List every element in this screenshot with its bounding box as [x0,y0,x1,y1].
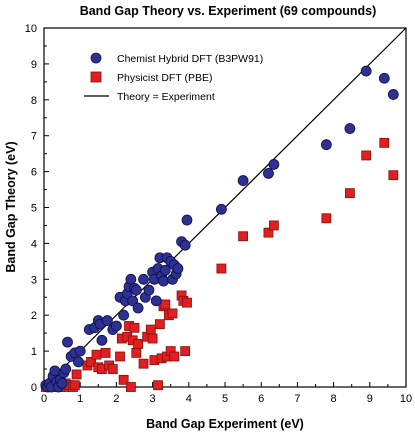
hybrid-data-point [360,65,372,77]
pbe-data-point [321,213,332,224]
x-tick-label: 3 [150,393,156,405]
hybrid-data-point [150,295,162,307]
pbe-data-point [131,347,142,358]
legend: Chemist Hybrid DFT (B3PW91) Physicist DF… [84,52,263,103]
pbe-data-point [129,322,140,333]
y-tick-label: 10 [25,23,37,35]
pbe-data-point [238,231,249,242]
hybrid-data-point [127,295,139,307]
hybrid-data-point [158,275,169,287]
hybrid-data-point [179,239,191,251]
pbe-data-point [115,351,125,362]
hybrid-data-point [132,302,144,314]
hybrid-data-point [263,167,274,179]
y-axis-label: Band Gap Theory (eV) [4,141,18,272]
y-tick-label: 9 [31,59,37,71]
hybrid-data-point [143,284,155,296]
hybrid-data-point [387,89,399,100]
x-tick-label: 9 [367,393,373,405]
pbe-data-point [145,324,156,335]
x-tick-label: 2 [113,393,119,405]
pbe-data-point [154,319,165,330]
pbe-data-point [69,380,80,391]
pbe-data-point [71,369,82,380]
pbe-data-point [138,358,149,369]
hybrid-data-point [268,159,280,170]
x-tick-label: 10 [400,393,412,405]
hybrid-data-point [138,273,149,285]
x-tick-label: 0 [41,393,47,405]
pbe-data-point [263,227,274,238]
hybrid-data-point [320,139,332,151]
hybrid-data-point [181,214,193,226]
y-tick-label: 4 [31,238,37,250]
axis-tick-labels: 0 1 2 3 4 5 6 7 8 9 10 0 1 2 3 4 5 6 7 8 9 10 [25,23,412,405]
hybrid-data-point [96,334,108,346]
pbe-data-point [153,380,163,391]
hybrid-data-point [378,72,390,84]
x-tick-label: 4 [186,393,192,405]
pbe-data-point [169,351,180,362]
hybrid-data-point [72,356,84,368]
hybrid-data-point [60,363,72,375]
pbe-data-point [107,364,118,374]
legend-hybrid-label: Chemist Hybrid DFT (B3PW91) [117,53,263,65]
y-tick-label: 6 [31,167,37,179]
hybrid-data-point [130,284,142,296]
y-tick-label: 7 [31,131,37,143]
hybrid-data-point [101,315,113,326]
pbe-data-point [388,170,399,181]
pbe-data-point [91,349,102,360]
pbe-data-point [216,263,227,274]
legend-hybrid-marker [90,52,102,64]
pbe-data-point [147,333,158,344]
series-chemist-hybrid-dft [40,65,399,393]
legend-pbe-label: Physicist DFT (PBE) [117,72,212,84]
x-tick-label: 5 [222,393,228,405]
hybrid-data-point [49,365,61,377]
hybrid-data-point [56,378,68,389]
hybrid-data-point [118,309,130,321]
hybrid-data-point [344,123,356,134]
hybrid-data-point [111,320,122,332]
hybrid-data-point [172,263,184,274]
y-tick-label: 3 [31,274,37,286]
series-physicist-dft-pbe [40,137,399,392]
hybrid-data-point [62,336,73,348]
pbe-data-point [361,150,372,161]
pbe-data-point [133,339,144,349]
hybrid-data-point [159,264,171,276]
pbe-data-point [344,188,355,199]
y-tick-label: 2 [31,310,37,322]
x-tick-label: 6 [258,393,264,405]
pbe-data-point [180,346,191,357]
x-tick-label: 1 [77,393,83,405]
pbe-data-point [118,374,129,385]
pbe-data-point [160,299,171,310]
y-tick-label: 8 [31,95,37,107]
hybrid-data-point [125,273,137,285]
pbe-data-point [268,220,279,231]
pbe-data-point [86,356,96,367]
hybrid-data-point [74,345,86,357]
chart-title: Band Gap Theory vs. Experiment (69 compo… [80,4,377,18]
pbe-data-point [100,347,111,358]
legend-pbe-marker [90,71,102,83]
y-tick-label: 5 [31,203,37,215]
hybrid-data-point [215,203,227,215]
y-tick-label: 1 [31,346,37,358]
pbe-data-point [125,382,136,392]
x-axis-label: Band Gap Experiment (eV) [146,417,304,431]
legend-line-label: Theory = Experiment [117,91,215,103]
pbe-data-point [167,308,178,319]
pbe-data-point [182,297,192,308]
pbe-data-point [379,137,390,148]
x-tick-label: 7 [294,393,300,405]
x-tick-label: 8 [331,393,337,405]
hybrid-data-point [237,175,249,186]
y-tick-label: 0 [31,382,37,394]
